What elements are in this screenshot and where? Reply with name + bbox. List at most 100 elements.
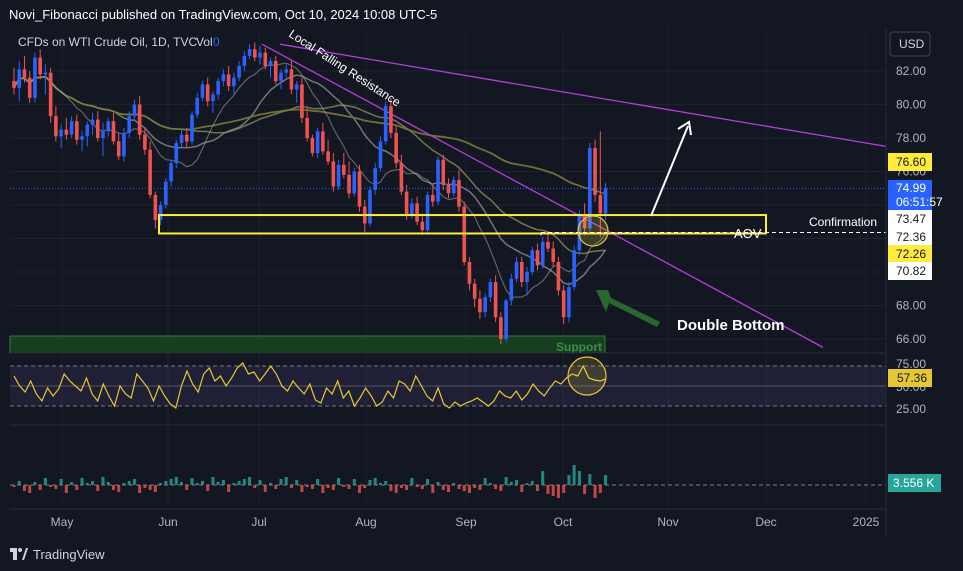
- candle: [69, 116, 74, 138]
- volume-bar: [216, 482, 220, 485]
- falling-resistance-label: Local Falling Resistance: [286, 27, 403, 110]
- footer: TradingView: [0, 537, 963, 571]
- candle: [289, 60, 294, 95]
- candle: [499, 312, 503, 345]
- candle: [451, 176, 456, 197]
- candle: [572, 245, 576, 291]
- candle: [85, 121, 90, 147]
- volume-bar: [321, 485, 325, 493]
- aov-zone: [158, 214, 767, 235]
- candle: [232, 72, 236, 95]
- volume-bar: [389, 485, 393, 491]
- candle: [598, 131, 603, 237]
- candle: [478, 290, 482, 319]
- volume-bar: [384, 481, 388, 485]
- volume-bar: [12, 485, 16, 487]
- candle: [373, 163, 378, 195]
- price-tick-label: 68.00: [896, 299, 926, 313]
- candle: [33, 52, 37, 103]
- volume-bar: [431, 485, 435, 493]
- volume-bar: [326, 485, 330, 488]
- volume-bar: [206, 485, 210, 491]
- candle: [64, 117, 69, 140]
- footer-brand: TradingView: [33, 547, 105, 562]
- price-label: 70.82: [888, 262, 932, 280]
- highlight-circle-price: [577, 215, 609, 247]
- candle: [310, 134, 315, 157]
- volume-bar: [378, 483, 382, 485]
- candle: [347, 161, 351, 199]
- candle: [504, 298, 508, 343]
- volume-bar: [253, 485, 257, 488]
- candle: [493, 275, 498, 323]
- volume-bar: [59, 479, 63, 485]
- time-axis[interactable]: May Jun Jul Aug Sep Oct Nov Dec 2025: [51, 515, 880, 529]
- candle: [467, 256, 472, 291]
- candle: [195, 92, 200, 118]
- volume-current-label: 3.556 K: [888, 474, 941, 492]
- candle: [153, 191, 158, 229]
- volume-bar: [91, 481, 95, 485]
- symbol-legend[interactable]: CFDs on WTI Crude Oil, 1D, TVC: [18, 35, 197, 49]
- candle: [352, 168, 357, 197]
- volume-bar: [300, 485, 304, 492]
- candle: [48, 67, 53, 123]
- upper-trendline: [279, 43, 887, 148]
- volume-bar: [138, 485, 142, 493]
- currency-box[interactable]: [889, 31, 931, 57]
- volume-bar: [143, 485, 147, 488]
- volume-bar: [258, 480, 262, 485]
- grid-lines: [10, 28, 886, 509]
- volume-bar: [33, 482, 37, 485]
- price-label: 72.26: [888, 245, 932, 263]
- candle: [378, 136, 383, 172]
- candle: [17, 60, 22, 102]
- candle: [567, 282, 571, 323]
- support-zone: [9, 335, 606, 354]
- svg-text:06:51:57: 06:51:57: [896, 195, 943, 209]
- volume-bar: [237, 481, 241, 485]
- volume-bar: [269, 483, 273, 485]
- volume-bar: [567, 475, 571, 485]
- candle: [247, 44, 252, 60]
- falling-resistance-line: [261, 43, 824, 348]
- volume-bar: [572, 465, 576, 485]
- volume-bar: [43, 478, 47, 485]
- volume-bar: [352, 479, 356, 485]
- volume-bar: [520, 485, 524, 492]
- double-bottom-label: Double Bottom: [677, 317, 784, 334]
- candle: [221, 69, 226, 87]
- volume-bar: [316, 479, 320, 485]
- candle: [184, 127, 189, 149]
- candle: [211, 91, 215, 113]
- candle: [519, 256, 524, 288]
- bullish-arrow: [650, 120, 692, 217]
- candle: [54, 106, 58, 142]
- price-label: 73.47: [888, 210, 932, 228]
- time-tick-label: Jul: [251, 515, 266, 529]
- volume-bar: [588, 474, 592, 485]
- volume-bar: [38, 485, 42, 490]
- volume-bar: [211, 477, 215, 485]
- volume-bar: [473, 485, 477, 488]
- volume-bar: [75, 485, 79, 490]
- candle: [158, 201, 163, 226]
- time-tick-label: Aug: [355, 515, 376, 529]
- svg-text:73.47: 73.47: [896, 212, 926, 226]
- volume-bar: [583, 485, 587, 494]
- currency-label[interactable]: USD: [899, 37, 925, 51]
- candle: [540, 236, 545, 269]
- volume-bar: [164, 481, 168, 485]
- time-tick-label: May: [51, 515, 74, 529]
- candle: [436, 156, 440, 205]
- volume-bar: [17, 481, 21, 485]
- candle: [546, 231, 550, 252]
- volume-bar: [85, 483, 89, 485]
- volume-bar: [127, 481, 131, 485]
- candle: [472, 278, 477, 308]
- candle: [200, 81, 205, 102]
- candle: [253, 42, 257, 61]
- candle: [27, 71, 32, 103]
